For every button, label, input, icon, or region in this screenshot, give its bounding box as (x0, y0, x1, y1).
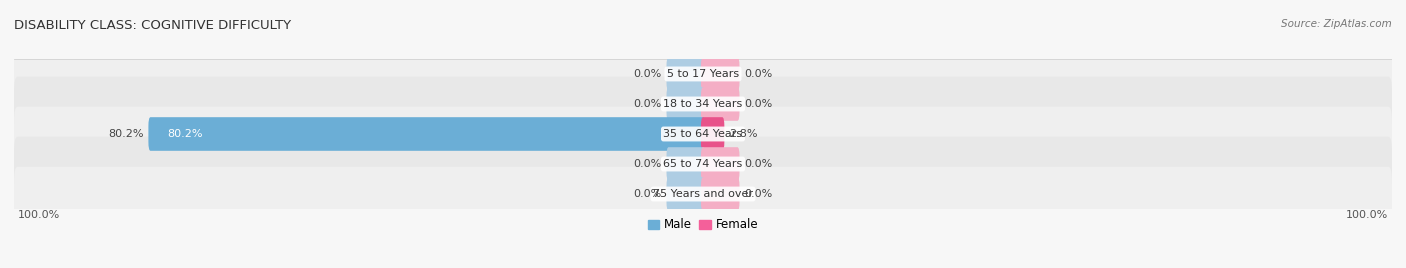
Text: 0.0%: 0.0% (744, 159, 772, 169)
FancyBboxPatch shape (702, 177, 740, 211)
FancyBboxPatch shape (14, 107, 1392, 161)
FancyBboxPatch shape (702, 87, 740, 121)
Text: 5 to 17 Years: 5 to 17 Years (666, 69, 740, 79)
FancyBboxPatch shape (702, 147, 740, 181)
FancyBboxPatch shape (666, 147, 704, 181)
Text: 18 to 34 Years: 18 to 34 Years (664, 99, 742, 109)
FancyBboxPatch shape (702, 117, 724, 151)
FancyBboxPatch shape (702, 57, 740, 91)
Text: 75 Years and over: 75 Years and over (652, 189, 754, 199)
Text: 0.0%: 0.0% (744, 189, 772, 199)
Text: 0.0%: 0.0% (634, 189, 662, 199)
Text: 0.0%: 0.0% (744, 69, 772, 79)
Text: 100.0%: 100.0% (1347, 210, 1389, 220)
FancyBboxPatch shape (666, 57, 704, 91)
Text: DISABILITY CLASS: COGNITIVE DIFFICULTY: DISABILITY CLASS: COGNITIVE DIFFICULTY (14, 19, 291, 32)
FancyBboxPatch shape (14, 77, 1392, 131)
Text: 0.0%: 0.0% (744, 99, 772, 109)
Text: 65 to 74 Years: 65 to 74 Years (664, 159, 742, 169)
FancyBboxPatch shape (14, 167, 1392, 221)
Text: Source: ZipAtlas.com: Source: ZipAtlas.com (1281, 19, 1392, 29)
Text: 0.0%: 0.0% (634, 159, 662, 169)
Text: 100.0%: 100.0% (17, 210, 59, 220)
FancyBboxPatch shape (666, 177, 704, 211)
FancyBboxPatch shape (14, 137, 1392, 191)
FancyBboxPatch shape (14, 47, 1392, 101)
Text: 2.8%: 2.8% (730, 129, 758, 139)
Text: 35 to 64 Years: 35 to 64 Years (664, 129, 742, 139)
Text: 80.2%: 80.2% (167, 129, 204, 139)
Text: 0.0%: 0.0% (634, 69, 662, 79)
Legend: Male, Female: Male, Female (643, 214, 763, 236)
Text: 0.0%: 0.0% (634, 99, 662, 109)
Text: 80.2%: 80.2% (108, 129, 143, 139)
FancyBboxPatch shape (666, 87, 704, 121)
FancyBboxPatch shape (149, 117, 704, 151)
